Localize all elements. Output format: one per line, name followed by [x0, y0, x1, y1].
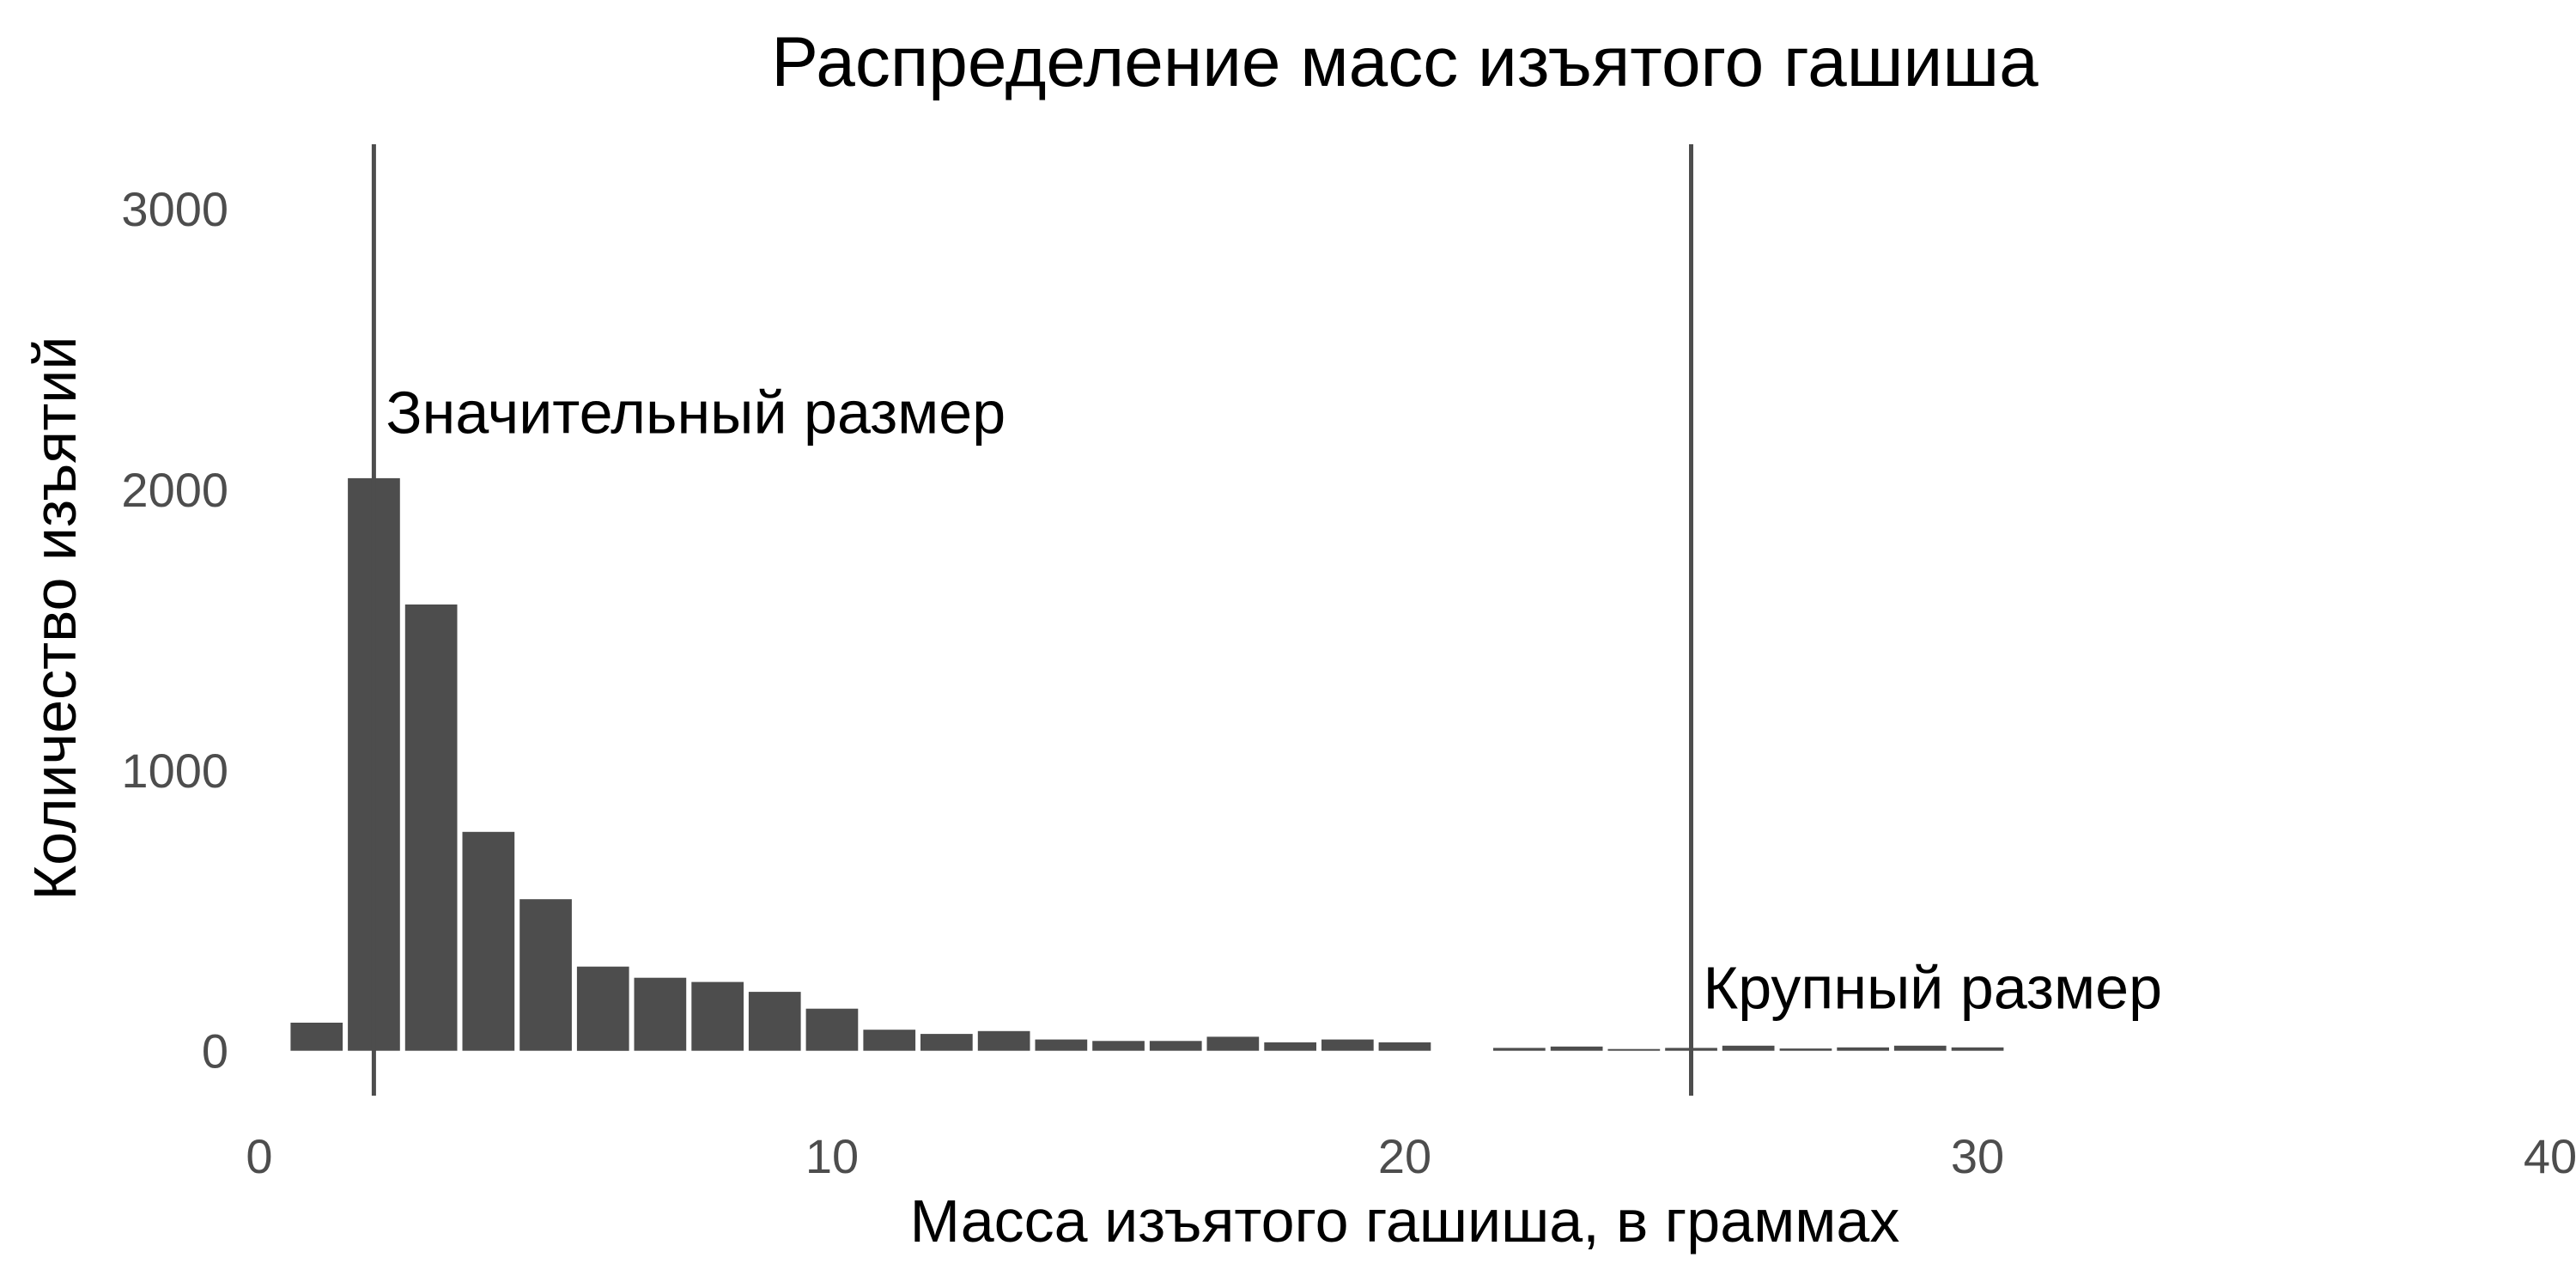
histogram-bar: [1607, 1048, 1661, 1051]
histogram-bar: [290, 1023, 343, 1051]
histogram-bar: [977, 1030, 1030, 1051]
histogram-bar: [1493, 1048, 1546, 1051]
histogram-bar: [462, 831, 515, 1051]
histogram-bar: [863, 1030, 916, 1051]
histogram-bar: [1092, 1041, 1145, 1051]
histogram-bar: [805, 1008, 859, 1051]
x-axis-title: Масса изъятого гашиша, в граммах: [910, 1188, 1900, 1255]
x-tick-label: 30: [1951, 1129, 2004, 1183]
histogram-bar: [1321, 1039, 1374, 1051]
x-tick-label: 40: [2524, 1129, 2576, 1183]
histogram-bar: [1550, 1046, 1603, 1051]
histogram-bar: [404, 605, 458, 1051]
histogram-bar: [1837, 1047, 1889, 1051]
histogram-bar: [1378, 1042, 1431, 1051]
histogram-bar: [576, 966, 629, 1051]
x-tick-label: 20: [1378, 1129, 1431, 1183]
histogram-bar: [1722, 1045, 1775, 1051]
histogram-bar: [1264, 1042, 1316, 1051]
x-tick-label: 10: [805, 1129, 859, 1183]
histogram-bar: [1779, 1048, 1832, 1051]
y-tick-label: 3000: [121, 182, 228, 236]
chart-title: Распределение масс изъятого гашиша: [771, 23, 2038, 101]
reference-line-label: Крупный размер: [1704, 955, 2163, 1022]
x-tick-labels: 0 10 20 30 40: [246, 1129, 2576, 1183]
y-tick-labels: 0 1000 2000 3000: [121, 182, 228, 1078]
histogram-bar: [920, 1034, 973, 1051]
histogram-bar: [519, 899, 572, 1051]
y-axis-title: Количество изъятий: [21, 337, 88, 901]
histogram-bar: [1035, 1039, 1088, 1051]
histogram-bar: [1951, 1047, 2004, 1051]
histogram-bar: [634, 977, 687, 1051]
histogram-bar: [748, 992, 801, 1051]
x-tick-label: 0: [246, 1129, 272, 1183]
y-tick-label: 2000: [121, 463, 228, 517]
histogram-bar: [1893, 1045, 1947, 1051]
reference-lines-group: [371, 144, 1693, 1096]
histogram-bar: [1149, 1041, 1202, 1051]
histogram-bar: [691, 981, 744, 1051]
annotations-group: Значительный размер Крупный размер: [386, 380, 2162, 1022]
y-tick-label: 0: [202, 1024, 228, 1078]
y-tick-label: 1000: [121, 744, 228, 798]
reference-line-label: Значительный размер: [386, 380, 1005, 447]
histogram-bar: [1206, 1036, 1260, 1051]
